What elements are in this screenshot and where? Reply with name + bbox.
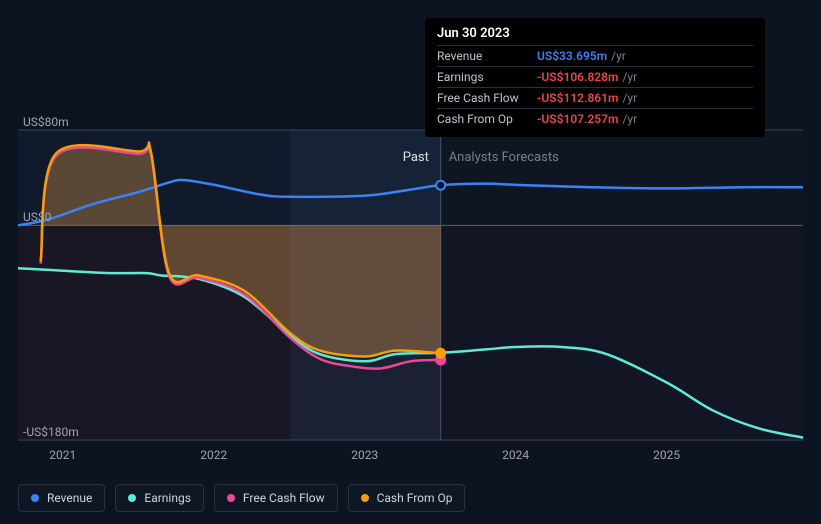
legend-item-cfo[interactable]: Cash From Op: [348, 484, 466, 512]
legend-item-label: Revenue: [47, 491, 92, 505]
x-axis-label: 2023: [351, 448, 378, 462]
y-axis-label: US$80m: [23, 115, 69, 129]
legend-item-earnings[interactable]: Earnings: [115, 484, 204, 512]
tooltip-row-unit: /yr: [622, 70, 637, 84]
y-axis-label: US$0: [23, 210, 51, 224]
tooltip-row-value: -US$106.828m: [537, 70, 618, 84]
marker-revenue: [436, 181, 445, 190]
tooltip-row-unit: /yr: [611, 49, 626, 63]
tooltip-row-label: Earnings: [437, 70, 537, 84]
tooltip-row-value: -US$112.861m: [537, 91, 618, 105]
x-axis-label: 2024: [502, 448, 529, 462]
tooltip-row-unit: /yr: [622, 91, 637, 105]
legend-item-revenue[interactable]: Revenue: [18, 484, 105, 512]
legend-dot-icon: [361, 494, 369, 502]
tooltip-row-value: -US$107.257m: [537, 112, 618, 126]
legend-dot-icon: [128, 494, 136, 502]
section-label-past: Past: [403, 150, 429, 165]
tooltip-row: Earnings-US$106.828m/yr: [437, 66, 753, 87]
chart-legend: Revenue Earnings Free Cash Flow Cash From O…: [18, 484, 465, 512]
legend-dot-icon: [227, 494, 235, 502]
legend-dot-icon: [31, 494, 39, 502]
y-axis-label: -US$180m: [23, 425, 79, 439]
tooltip-row: RevenueUS$33.695m/yr: [437, 45, 753, 66]
x-axis-label: 2025: [653, 448, 680, 462]
tooltip-row-label: Free Cash Flow: [437, 91, 537, 105]
tooltip-rows: RevenueUS$33.695m/yrEarnings-US$106.828m…: [437, 45, 753, 129]
x-axis-label: 2022: [200, 448, 227, 462]
section-label-forecast: Analysts Forecasts: [449, 150, 559, 165]
legend-item-label: Free Cash Flow: [243, 491, 325, 505]
tooltip-row: Cash From Op-US$107.257m/yr: [437, 108, 753, 129]
legend-item-fcf[interactable]: Free Cash Flow: [214, 484, 338, 512]
tooltip-row-value: US$33.695m: [537, 49, 607, 63]
legend-item-label: Cash From Op: [377, 491, 453, 505]
tooltip-date: Jun 30 2023: [437, 26, 753, 45]
tooltip-row-label: Cash From Op: [437, 112, 537, 126]
chart-tooltip: Jun 30 2023 RevenueUS$33.695m/yrEarnings…: [425, 18, 765, 137]
marker-cfo: [436, 349, 445, 358]
x-axis-label: 2021: [49, 448, 76, 462]
tooltip-row-unit: /yr: [622, 112, 637, 126]
tooltip-row: Free Cash Flow-US$112.861m/yr: [437, 87, 753, 108]
legend-item-label: Earnings: [144, 491, 191, 505]
tooltip-row-label: Revenue: [437, 49, 537, 63]
